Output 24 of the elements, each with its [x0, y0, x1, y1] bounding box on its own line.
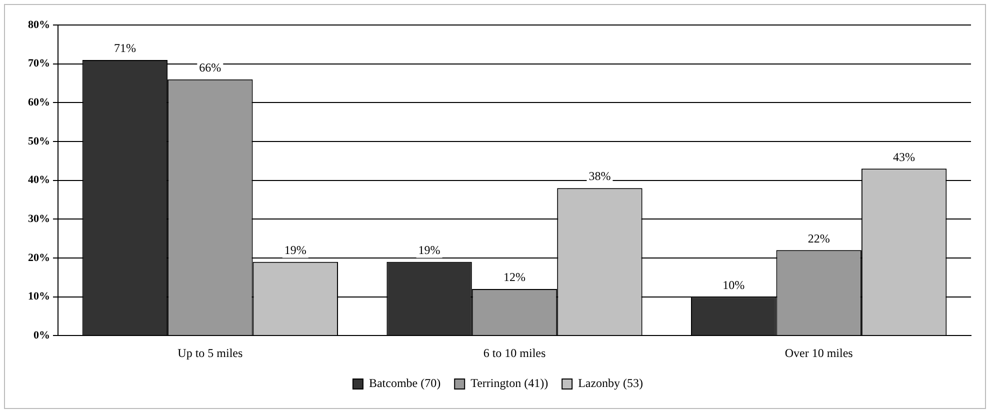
data-label: 71% [114, 41, 136, 56]
y-tick-label: 30% [28, 212, 50, 225]
data-label: 38% [588, 169, 611, 184]
data-label: 12% [504, 270, 526, 284]
x-tick-label: Up to 5 miles [178, 346, 243, 360]
legend-label: Batcombe (70) [368, 376, 441, 390]
legend-label: Lazonby (53) [578, 376, 644, 390]
y-tick-label: 0% [34, 329, 50, 342]
data-label: 19% [284, 242, 306, 257]
data-label: 22% [808, 231, 830, 246]
data-label: 66% [199, 60, 222, 75]
data-label: 19% [418, 242, 440, 257]
x-tick-label: Over 10 miles [784, 346, 854, 360]
x-tick-label: 6 to 10 miles [483, 346, 546, 360]
y-tick-label: 60% [28, 96, 50, 108]
y-tick-label: 10% [28, 290, 50, 303]
y-tick-label: 70% [28, 58, 50, 70]
y-tick-label: 40% [28, 174, 50, 186]
data-label: 10% [722, 278, 745, 292]
y-tick-label: 50% [28, 135, 50, 148]
legend-label: Terrington (41)) [470, 376, 548, 390]
y-tick-label: 20% [28, 252, 50, 264]
data-label: 43% [893, 150, 916, 164]
y-tick-label: 80% [28, 18, 50, 31]
